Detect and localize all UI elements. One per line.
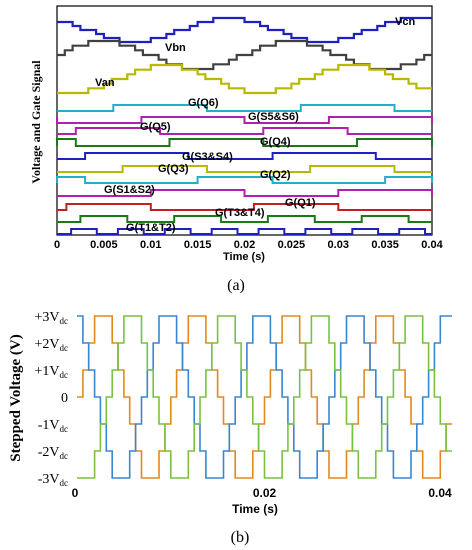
chart-b-x-label: Time (s) xyxy=(232,502,278,516)
chart-a-series-g-q2 xyxy=(56,176,433,184)
chart-a-series-g-q1 xyxy=(57,203,432,211)
chart-a-series-g-s5-s6 xyxy=(56,116,433,124)
chart-a-series-label-vbn: Vbn xyxy=(165,42,186,54)
chart-a-series-label-g-t3-t4: G(T3&T4) xyxy=(215,207,265,219)
chart-a-series-vcn xyxy=(57,16,432,44)
chart-a-series-label-vcn: Vcn xyxy=(395,16,415,28)
chart-a-series-label-g-q1: G(Q1) xyxy=(285,197,316,209)
chart-a-series-g-q3 xyxy=(57,165,432,173)
chart-b-y-tick-label: -1Vdc xyxy=(38,418,68,434)
chart-a-series-label-g-q4: G(Q4) xyxy=(260,136,291,148)
chart-a-x-tick-label: 0.02 xyxy=(234,239,255,251)
chart-a-series-vbn xyxy=(57,39,432,71)
chart-b-x-tick-label: 0 xyxy=(72,486,79,500)
chart-b-y-tick-label: 0 xyxy=(61,391,68,406)
chart-a-series-label-g-q5: G(Q5) xyxy=(140,121,171,133)
chart-a-series-label-g-s3-s4: G(S3&S4) xyxy=(182,151,233,163)
chart-b-y-tick-label: -2Vdc xyxy=(38,445,68,461)
chart-b-x-tick-label: 0.04 xyxy=(428,486,452,500)
chart-a-series-label-g-s5-s6: G(S5&S6) xyxy=(248,111,299,123)
chart-a-series-g-s3-s4 xyxy=(57,152,432,160)
chart-a-series xyxy=(56,16,433,235)
chart-a-series-label-g-q3: G(Q3) xyxy=(158,163,189,175)
chart-a-x-label: Time (s) xyxy=(223,251,265,263)
chart-b-y-tick-label: +1Vdc xyxy=(34,364,68,380)
chart-b-series-line xyxy=(77,315,452,479)
chart-a-series-label-g-s1-s2: G(S1&S2) xyxy=(104,184,155,196)
chart-a-series-label-g-t1-t2: G(T1&T2) xyxy=(126,222,176,234)
chart-b-x-ticks: 0 0.02 0.04 xyxy=(72,486,452,500)
chart-b-x-tick-label: 0.02 xyxy=(253,486,277,500)
chart-a-y-label: Voltage and Gate Signal xyxy=(29,60,43,184)
chart-b-caption: (b) xyxy=(231,529,250,546)
chart-b: +3Vdc +2Vdc +1Vdc 0 -1Vdc -2Vdc -3Vdc 0 0.02 0.0… xyxy=(8,310,452,546)
chart-a-x-tick-label: 0 xyxy=(54,239,60,251)
chart-a-series-labels: Vcn Vbn Van G(Q6) G(S5&S6) G(Q5) G(Q4) G(S3&S4)… xyxy=(95,16,415,234)
chart-a-series-g-s1-s2 xyxy=(57,189,433,197)
chart-a-x-tick-label: 0.04 xyxy=(421,239,443,251)
chart-a-x-ticks: 0 0.005 0.01 0.015 0.02 0.025 0.03 0.035 0.04 xyxy=(54,239,444,251)
chart-a-series-label-g-q6: G(Q6) xyxy=(188,97,219,109)
chart-a-x-tick-label: 0.035 xyxy=(371,239,399,251)
chart-a-x-tick-label: 0.015 xyxy=(184,239,212,251)
chart-b-y-tick-label: +3Vdc xyxy=(34,310,68,326)
chart-a-series-label-g-q2: G(Q2) xyxy=(260,169,291,181)
chart-a-x-tick-label: 0.01 xyxy=(140,239,161,251)
chart-a-x-tick-label: 0.005 xyxy=(90,239,118,251)
chart-a-series-g-q6 xyxy=(57,104,432,112)
chart-a-caption: (a) xyxy=(227,277,245,294)
chart-b-series xyxy=(77,315,452,479)
chart-b-series-line xyxy=(77,315,452,479)
chart-b-y-ticks: +3Vdc +2Vdc +1Vdc 0 -1Vdc -2Vdc -3Vdc xyxy=(34,310,68,488)
chart-a-series-g-t3-t4 xyxy=(57,215,432,223)
chart-b-series-line xyxy=(77,315,452,479)
chart-a-x-tick-label: 0.03 xyxy=(328,239,349,251)
chart-a-series-van xyxy=(57,63,432,95)
chart-a-x-tick-label: 0.025 xyxy=(278,239,306,251)
chart-a-series-g-q5 xyxy=(57,127,432,135)
chart-b-y-tick-label: +2Vdc xyxy=(34,337,68,353)
chart-a: Vcn Vbn Van G(Q6) G(S5&S6) G(Q5) G(Q4) G(S3&S4)… xyxy=(29,5,444,294)
chart-b-y-tick-label: -3Vdc xyxy=(38,472,68,488)
chart-a-series-g-t1-t2 xyxy=(57,228,432,235)
chart-a-series-label-van: Van xyxy=(95,77,115,89)
chart-b-y-label: Stepped Voltage (V) xyxy=(8,334,24,462)
chart-a-series-g-q4 xyxy=(56,138,433,147)
